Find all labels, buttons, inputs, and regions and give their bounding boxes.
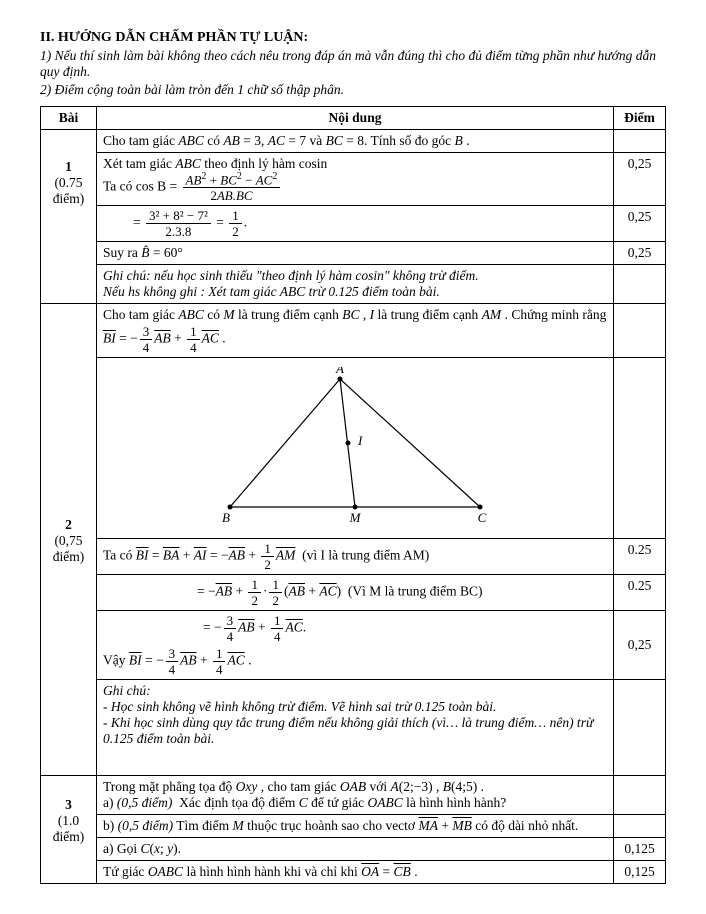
intro-line-1: 1) Nếu thí sinh làm bài không theo cách …: [40, 48, 666, 80]
svg-text:M: M: [349, 510, 362, 525]
bai1-a-line1: Xét tam giác ABC theo định lý hàm cosin: [103, 156, 607, 172]
bai1-step-b: = 3² + 8² − 7² 2.3.8 = 1 2 .: [97, 206, 614, 242]
bai1-a-frac-den: 2AB.BC: [183, 188, 281, 202]
bai2-notes-pts: [614, 680, 666, 776]
bai1-points: (0.75 điểm): [53, 175, 85, 206]
bai2-step3-pts: 0,25: [614, 611, 666, 680]
bai2-step1-post: (vì I là trung điểm AM): [302, 548, 429, 563]
bai2-note-b: - Khi học sinh dùng quy tắc trung điểm n…: [103, 715, 607, 747]
bai2-step1: Ta có BI = BA + AI = −AB + 12AM (vì I là…: [97, 539, 614, 575]
bai2-diagram-pts: [614, 358, 666, 539]
svg-text:C: C: [478, 510, 487, 525]
bai1-prompt: Cho tam giác ABC có AB = 3, AC = 7 và BC…: [97, 130, 614, 153]
bai2-notes: Ghi chú: - Học sinh không vẽ hình không …: [97, 680, 614, 776]
bai1-b-frac2-num: 1: [229, 209, 242, 224]
bai2-note-a: - Học sinh không vẽ hình không trừ điểm.…: [103, 699, 607, 715]
intro-line-2: 2) Điểm cộng toàn bài làm tròn đến 1 chữ…: [40, 82, 666, 98]
bai2-points: (0,75 điểm): [53, 533, 85, 564]
bai3-ans-b: Tứ giác OABC là hình hình hành khi và ch…: [97, 861, 614, 884]
bai1-step-a: Xét tam giác ABC theo định lý hàm cosin …: [97, 153, 614, 206]
bai1-a-line2: Ta có cos B = AB2 + BC2 − AC2 2AB.BC: [103, 172, 607, 202]
bai3-ans-b-pts: 0,125: [614, 861, 666, 884]
col-header-noidung: Nội dung: [97, 107, 614, 130]
bai2-step1-pts: 0.25: [614, 539, 666, 575]
bai1-c-pts: 0,25: [614, 242, 666, 265]
bai2-note-head: Ghi chú:: [103, 683, 607, 699]
bai1-prompt-pts: [614, 130, 666, 153]
bai3-label: 3 (1.0 điểm): [41, 776, 97, 884]
grading-table: Bài Nội dung Điểm 1 (0.75 điểm) Cho tam …: [40, 106, 666, 884]
bai2-step2-pts: 0.25: [614, 575, 666, 611]
col-header-diem: Điểm: [614, 107, 666, 130]
bai2-vay: Vậy: [103, 653, 126, 668]
svg-text:A: A: [335, 367, 344, 376]
bai2-step3: = −34AB + 14AC. Vậy BI = −34AB + 14AC .: [97, 611, 614, 680]
bai1-note1: Ghi chú: nếu học sinh thiếu "theo định l…: [103, 268, 607, 284]
bai1-b-frac1: 3² + 8² − 7² 2.3.8: [146, 209, 211, 238]
bai3-qb: b) (0,5 điểm) Tìm điểm M thuộc trục hoàn…: [97, 815, 614, 838]
bai3-number: 3: [65, 797, 72, 812]
bai3-prompt-pts: [614, 776, 666, 815]
bai1-number: 1: [65, 159, 72, 174]
svg-text:I: I: [357, 433, 363, 448]
col-header-bai: Bài: [41, 107, 97, 130]
bai1-notes-pts: [614, 265, 666, 304]
bai1-note2: Nếu hs không ghi : Xét tam giác ABC trừ …: [103, 284, 607, 300]
bai3-ans-a: a) Gọi C(x; y).: [97, 838, 614, 861]
section-title: II. HƯỚNG DẪN CHẤM PHẦN TỰ LUẬN:: [40, 30, 666, 46]
bai2-label: 2 (0,75 điểm): [41, 304, 97, 776]
bai2-prompt-pts: [614, 304, 666, 358]
svg-text:B: B: [222, 510, 230, 525]
bai1-a-pre: Ta có cos B =: [103, 178, 177, 193]
bai1-a-frac-num: AB2 + BC2 − AC2: [183, 172, 281, 188]
bai1-b-frac2: 1 2: [229, 209, 242, 238]
bai1-b-frac1-num: 3² + 8² − 7²: [146, 209, 211, 224]
bai2-diagram-cell: A B M C I: [97, 358, 614, 539]
bai3-ans-a-pts: 0,125: [614, 838, 666, 861]
bai2-prompt: Cho tam giác ABC có M là trung điểm cạnh…: [97, 304, 614, 358]
bai3-prompt: Trong mặt phẳng tọa độ Oxy , cho tam giá…: [97, 776, 614, 815]
bai1-b-frac2-den: 2: [229, 224, 242, 238]
bai1-b-frac1-den: 2.3.8: [146, 224, 211, 238]
bai3-qb-pts: [614, 815, 666, 838]
bai1-a-pts: 0,25: [614, 153, 666, 206]
triangle-diagram: A B M C I: [103, 361, 607, 535]
bai2-number: 2: [65, 517, 72, 532]
bai1-label: 1 (0.75 điểm): [41, 130, 97, 304]
bai2-step2-post: (Vì M là trung điểm BC): [348, 584, 483, 599]
bai1-step-c: Suy ra B̂ = 60°: [97, 242, 614, 265]
bai1-notes: Ghi chú: nếu học sinh thiếu "theo định l…: [97, 265, 614, 304]
bai2-step1-pre: Ta có: [103, 548, 132, 563]
bai3-points: (1.0 điểm): [53, 813, 85, 844]
bai1-b-pts: 0,25: [614, 206, 666, 242]
bai1-a-frac: AB2 + BC2 − AC2 2AB.BC: [183, 172, 281, 202]
bai2-step2: = −AB + 12·12(AB + AC) (Vì M là trung đi…: [97, 575, 614, 611]
